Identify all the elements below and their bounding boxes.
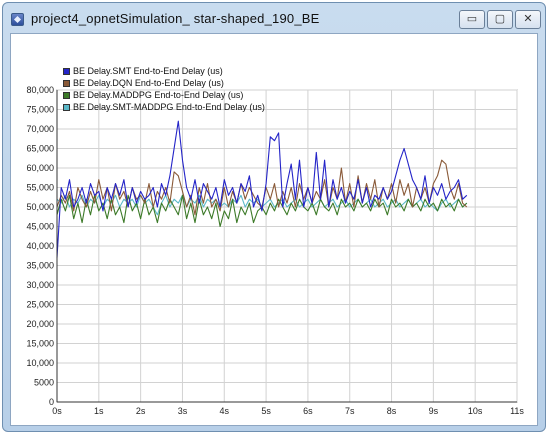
series-line-2 xyxy=(56,159,468,216)
minimize-icon: ▭ xyxy=(466,13,478,25)
x-tick-label: 11s xyxy=(510,406,524,416)
x-tick-label: 10s xyxy=(468,406,483,416)
x-tick-label: 3s xyxy=(178,406,188,416)
x-tick-label: 1s xyxy=(94,406,104,416)
x-tick-label: 4s xyxy=(220,406,230,416)
x-tick-label: 6s xyxy=(303,406,313,416)
close-icon: ✕ xyxy=(523,13,533,25)
y-tick-label: 35,000 xyxy=(26,261,54,271)
y-tick-label: 45,000 xyxy=(26,222,54,232)
axes: 0 5000 10,000 15,000 20,000 25,000 30,000 35,00… xyxy=(26,85,524,416)
x-tick-label: 2s xyxy=(136,406,146,416)
window-titlebar[interactable]: project4_opnetSimulation_ star-shaped_19… xyxy=(3,3,545,35)
maximize-icon: ▢ xyxy=(494,13,506,25)
y-tick-label: 10,000 xyxy=(26,358,54,368)
legend-swatch xyxy=(63,104,70,111)
series-line-1 xyxy=(56,120,468,258)
y-tick-label: 25,000 xyxy=(26,300,54,310)
legend-swatch xyxy=(63,68,70,75)
legend-label: BE Delay.SMT-MADDPG End-to-End Delay (us… xyxy=(73,102,265,112)
x-tick-label: 0s xyxy=(52,406,62,416)
x-tick-label: 8s xyxy=(387,406,397,416)
close-button[interactable]: ✕ xyxy=(515,10,541,29)
legend-swatch xyxy=(63,80,70,87)
x-tick-label: 5s xyxy=(261,406,271,416)
delay-chart: 0 5000 10,000 15,000 20,000 25,000 30,000 35,00… xyxy=(26,85,524,416)
series-lines xyxy=(56,120,468,258)
y-tick-label: 60,000 xyxy=(26,163,54,173)
maximize-button[interactable]: ▢ xyxy=(487,10,513,29)
y-tick-label: 75,000 xyxy=(26,105,54,115)
legend-label: BE Delay.MADDPG End-to-End Delay (us) xyxy=(73,90,244,100)
y-tick-label: 15,000 xyxy=(26,339,54,349)
x-tick-label: 7s xyxy=(345,406,355,416)
simulation-window: project4_opnetSimulation_ star-shaped_19… xyxy=(2,2,546,432)
y-tick-label: 80,000 xyxy=(26,85,54,95)
chart-panel: 0 5000 10,000 15,000 20,000 25,000 30,000 35,00… xyxy=(10,33,538,426)
y-tick-label: 30,000 xyxy=(26,280,54,290)
y-tick-label: 40,000 xyxy=(26,241,54,251)
legend-label: BE Delay.SMT End-to-End Delay (us) xyxy=(73,66,223,76)
y-tick-label: 0 xyxy=(49,397,54,407)
minimize-button[interactable]: ▭ xyxy=(459,10,485,29)
legend-label: BE Delay.DQN End-to-End Delay (us) xyxy=(73,78,224,88)
y-tick-label: 70,000 xyxy=(26,124,54,134)
y-tick-label: 50,000 xyxy=(26,202,54,212)
y-tick-label: 65,000 xyxy=(26,144,54,154)
y-tick-label: 5000 xyxy=(34,378,54,388)
app-icon xyxy=(11,13,24,26)
legend-swatch xyxy=(63,92,70,99)
grid xyxy=(56,89,518,403)
y-tick-label: 20,000 xyxy=(26,319,54,329)
x-tick-label: 9s xyxy=(429,406,439,416)
y-tick-label: 55,000 xyxy=(26,183,54,193)
window-title: project4_opnetSimulation_ star-shaped_19… xyxy=(31,11,320,26)
